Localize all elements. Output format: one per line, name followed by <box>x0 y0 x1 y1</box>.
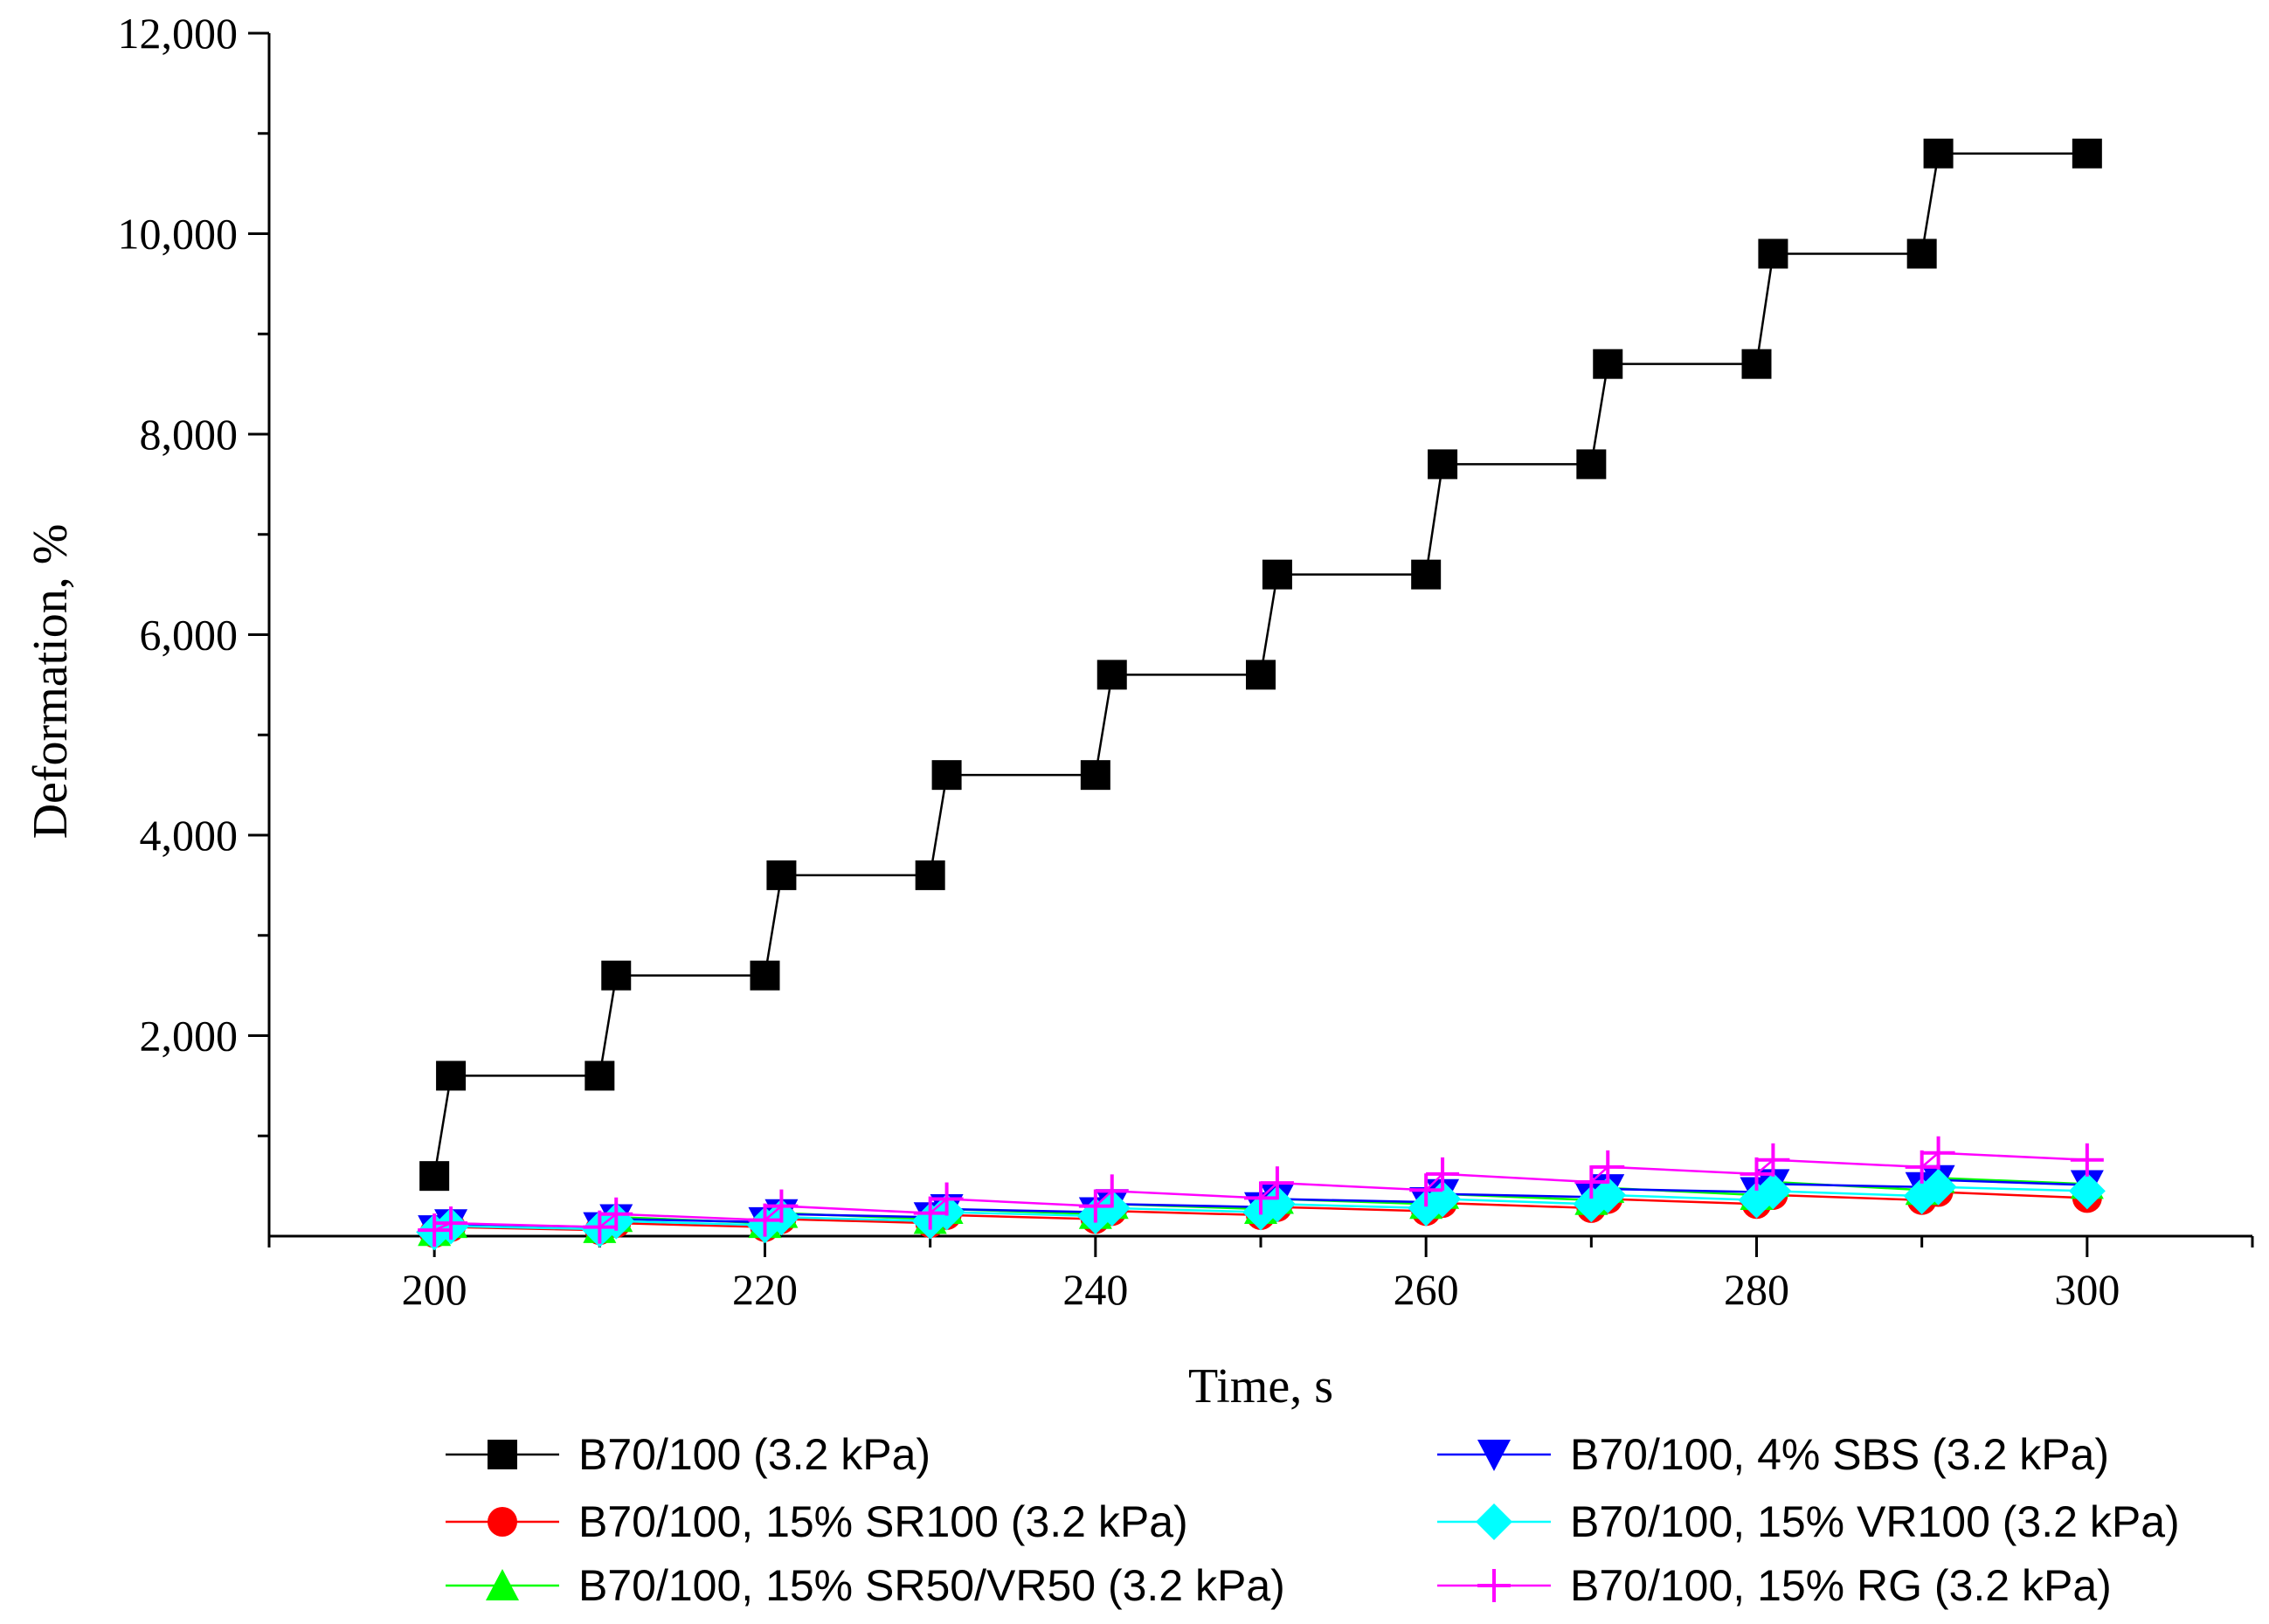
data-point <box>766 860 797 890</box>
data-point <box>583 1210 617 1244</box>
data-point <box>748 1203 782 1237</box>
data-point <box>2070 1143 2104 1177</box>
legend-swatch-marker <box>1476 1503 1512 1540</box>
data-point <box>1923 138 1954 169</box>
y-tick-label: 8,000 <box>140 410 239 459</box>
data-point <box>1078 1189 1112 1223</box>
data-point <box>1920 1168 1957 1206</box>
legend-label: B70/100, 15% SR100 (3.2 kPa) <box>578 1497 1188 1546</box>
x-tick-label: 300 <box>2054 1265 2120 1314</box>
x-tick-label: 240 <box>1062 1265 1128 1314</box>
data-point <box>1591 1150 1625 1184</box>
legend-item: B70/100, 15% SR50/VR50 (3.2 kPa) <box>446 1561 1285 1610</box>
axes <box>267 33 2252 1238</box>
data-point <box>764 1189 799 1223</box>
x-tick-label: 260 <box>1394 1265 1459 1314</box>
data-point <box>1756 1143 1790 1177</box>
data-point <box>2072 138 2102 169</box>
data-point <box>1260 1166 1294 1200</box>
y-tick-label: 10,000 <box>118 210 239 259</box>
y-axis-title: Deformation, % <box>24 524 78 840</box>
data-point <box>585 1061 615 1091</box>
series-layer <box>416 138 2106 1251</box>
legend-item: B70/100, 15% SR100 (3.2 kPa) <box>446 1497 1188 1546</box>
data-point <box>599 1197 633 1231</box>
y-tick-label: 6,000 <box>140 611 239 660</box>
data-point <box>1593 349 1623 379</box>
x-tick-label: 200 <box>402 1265 467 1314</box>
data-point <box>1096 660 1127 690</box>
legend-swatch-marker <box>1477 1440 1511 1471</box>
legend-label: B70/100, 15% SR50/VR50 (3.2 kPa) <box>578 1561 1285 1610</box>
data-point <box>1246 660 1276 690</box>
data-point <box>1409 1173 1443 1207</box>
data-point <box>931 760 962 791</box>
data-point <box>1428 449 1458 480</box>
data-point <box>434 1206 468 1240</box>
data-point <box>2068 1172 2106 1210</box>
data-point <box>1095 1174 1129 1208</box>
data-point <box>1740 1157 1774 1191</box>
data-point <box>750 960 780 991</box>
data-point <box>1754 1172 1792 1210</box>
legend-label: B70/100, 4% SBS (3.2 kPa) <box>1570 1430 2109 1479</box>
data-point <box>1741 349 1772 379</box>
series-5 <box>418 1136 2104 1247</box>
legend-item: B70/100, 15% RG (3.2 kPa) <box>1437 1561 2112 1610</box>
legend-item: B70/100 (3.2 kPa) <box>446 1430 930 1479</box>
data-point <box>913 1196 947 1230</box>
x-tick-label: 280 <box>1724 1265 1789 1314</box>
data-point <box>601 960 632 991</box>
data-point <box>1244 1181 1277 1215</box>
data-point <box>418 1213 452 1247</box>
data-point <box>1574 1165 1608 1199</box>
legend-item: B70/100, 4% SBS (3.2 kPa) <box>1437 1430 2109 1479</box>
legend-swatch-marker <box>488 1507 517 1537</box>
data-point <box>1921 1136 1955 1170</box>
data-point <box>1411 559 1442 590</box>
data-point <box>930 1182 964 1216</box>
data-point <box>1905 1150 1939 1184</box>
legend-label: B70/100 (3.2 kPa) <box>578 1430 930 1479</box>
data-point <box>915 860 945 890</box>
tick-labels: 200 220 240 260 280 300 2,000 4,000 6,000 8,000 10… <box>118 9 2120 1314</box>
data-point <box>1426 1157 1460 1191</box>
data-point <box>1262 559 1292 590</box>
data-point <box>1758 238 1788 269</box>
x-axis-title: Time, s <box>1188 1359 1333 1413</box>
data-point <box>1080 760 1110 791</box>
data-point <box>419 1161 450 1192</box>
x-tick-label: 220 <box>732 1265 798 1314</box>
data-point <box>1906 238 1937 269</box>
series-0 <box>419 138 2102 1192</box>
y-tick-label: 4,000 <box>140 811 239 860</box>
y-tick-label: 12,000 <box>118 9 239 58</box>
y-tick-label: 2,000 <box>140 1012 239 1061</box>
legend-swatch-marker <box>486 1569 519 1600</box>
legend-label: B70/100, 15% VR100 (3.2 kPa) <box>1570 1497 2180 1546</box>
data-point <box>1576 449 1607 480</box>
data-point <box>1589 1176 1627 1213</box>
legend-swatch-marker <box>488 1440 517 1469</box>
legend: B70/100 (3.2 kPa) B70/100, 4% SBS (3.2 kP… <box>446 1430 2180 1610</box>
legend-swatch-marker <box>1477 1569 1511 1602</box>
ticks <box>248 31 2254 1257</box>
legend-label: B70/100, 15% RG (3.2 kPa) <box>1570 1561 2112 1610</box>
legend-item: B70/100, 15% VR100 (3.2 kPa) <box>1437 1497 2180 1546</box>
data-point <box>436 1061 467 1091</box>
data-point <box>1258 1185 1296 1223</box>
